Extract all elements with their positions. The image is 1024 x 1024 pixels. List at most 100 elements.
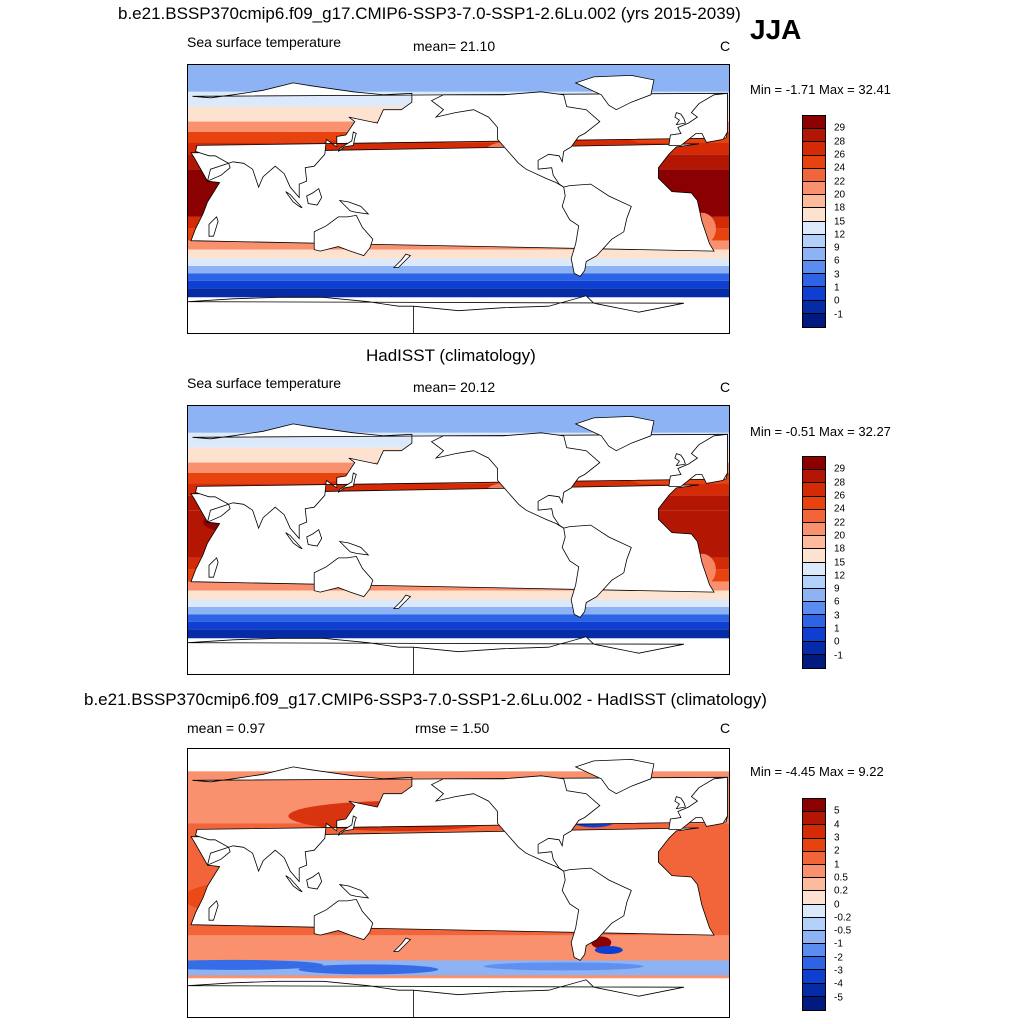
landmass-greenland <box>574 758 655 795</box>
colorbar-tick-label: 26 <box>834 149 846 161</box>
colorbar-tick-label: 22 <box>834 517 846 529</box>
colorbar-swatch <box>803 562 825 576</box>
landmass-eurasia <box>192 423 728 540</box>
landmass-europe_w <box>668 92 728 146</box>
colorbar-swatch <box>803 838 825 852</box>
landmass-antarctica <box>188 979 684 1017</box>
colorbar-swatch <box>803 891 825 905</box>
colorbar-swatch <box>803 522 825 537</box>
colorbar-tick-label: 18 <box>834 202 846 214</box>
colorbar-swatch <box>803 313 825 327</box>
landmass-eurasia <box>192 766 728 883</box>
colorbar-swatch <box>803 654 825 668</box>
landmass-newguinea <box>338 199 370 215</box>
colorbar-tick-label: 0 <box>834 295 840 307</box>
panel-3-colorbar <box>802 798 826 1011</box>
landmass-borneo <box>306 528 323 547</box>
colorbar-tick-label: 28 <box>834 477 846 489</box>
colorbar-swatch <box>803 470 825 484</box>
panel-1-colorbar <box>802 115 826 328</box>
landmass-australia <box>313 555 374 598</box>
colorbar-tick-label: 24 <box>834 503 846 515</box>
panel-3-map <box>187 748 730 1018</box>
landmass-samerica <box>561 524 632 618</box>
colorbar-tick-label: 9 <box>834 242 840 254</box>
landmass-australia <box>313 214 374 257</box>
colorbar-tick-label: -2 <box>834 952 843 964</box>
colorbar-swatch <box>803 483 825 497</box>
colorbar-tick-label: -1 <box>834 309 843 321</box>
colorbar-swatch <box>803 195 825 209</box>
colorbar-tick-label: 1 <box>834 859 840 871</box>
colorbar-swatch <box>803 957 825 971</box>
colorbar-tick-label: 15 <box>834 216 846 227</box>
landmass-europe_w <box>668 776 728 830</box>
colorbar-tick-label: 18 <box>834 543 846 555</box>
colorbar-swatch <box>803 116 825 130</box>
landmass-newguinea <box>338 883 370 899</box>
panel-1-minmax: Min = -1.71 Max = 32.41 <box>750 82 891 97</box>
colorbar-swatch <box>803 181 825 196</box>
colorbar-tick-label: 24 <box>834 162 846 174</box>
colorbar-swatch <box>803 944 825 958</box>
colorbar-tick-label: 1 <box>834 623 840 635</box>
colorbar-swatch <box>803 129 825 143</box>
colorbar-tick-label: -1 <box>834 650 843 662</box>
colorbar-tick-label: 20 <box>834 189 846 201</box>
landmass-eurasia <box>192 82 728 199</box>
colorbar-swatch <box>803 234 825 248</box>
landmass-namerica <box>430 91 601 188</box>
landmass-japan <box>337 815 357 836</box>
landmass-sumatra <box>285 191 303 209</box>
colorbar-swatch <box>803 851 825 865</box>
colorbar-swatch <box>803 208 825 222</box>
panel-2-map-canvas <box>188 406 729 674</box>
landmass-madagascar <box>208 216 219 237</box>
panel-1-map <box>187 64 730 334</box>
colorbar-swatch <box>803 917 825 931</box>
colorbar-tick-label: 1 <box>834 282 840 294</box>
colorbar-tick-label: 4 <box>834 819 840 831</box>
colorbar-swatch <box>803 549 825 563</box>
panel-1-mean-label: mean= 21.10 <box>413 38 496 54</box>
landmass-sumatra <box>285 875 303 893</box>
panel-2-map <box>187 405 730 675</box>
colorbar-swatch <box>803 496 825 510</box>
landmass-japan <box>337 131 357 152</box>
colorbar-tick-label: -5 <box>834 992 843 1004</box>
panel-2-units: C <box>720 379 731 395</box>
colorbar-swatch <box>803 457 825 471</box>
panel-2-colorbar <box>802 456 826 669</box>
colorbar-swatch <box>803 983 825 997</box>
panel-3-minmax: Min = -4.45 Max = 9.22 <box>750 764 884 779</box>
colorbar-tick-label: -0.2 <box>834 912 852 924</box>
colorbar-swatch <box>803 509 825 523</box>
colorbar-swatch <box>803 155 825 169</box>
landmass-samerica <box>561 867 632 961</box>
colorbar-tick-label: 5 <box>834 805 840 817</box>
colorbar-swatch <box>803 930 825 945</box>
colorbar-swatch <box>803 878 825 892</box>
colorbar-tick-label: 12 <box>834 229 846 241</box>
colorbar-swatch <box>803 287 825 301</box>
panel-1-units: C <box>720 38 731 54</box>
landmass-europe_w <box>668 433 728 487</box>
landmass-nz <box>392 594 412 609</box>
colorbar-swatch <box>803 799 825 813</box>
panel-1-variable-label: Sea surface temperature <box>187 34 342 50</box>
colorbar-swatch <box>803 970 825 984</box>
landmass-nz <box>392 253 412 268</box>
colorbar-swatch <box>803 575 825 589</box>
colorbar-swatch <box>803 825 825 839</box>
colorbar-tick-label: -4 <box>834 978 843 990</box>
panel-3-title: b.e21.BSSP370cmip6.f09_g17.CMIP6-SSP3-7.… <box>84 690 767 709</box>
colorbar-tick-label: 3 <box>834 269 840 281</box>
colorbar-swatch <box>803 274 825 288</box>
landmass-samerica <box>561 183 632 277</box>
colorbar-swatch <box>803 615 825 629</box>
colorbar-swatch <box>803 628 825 642</box>
colorbar-swatch <box>803 864 825 879</box>
colorbar-tick-label: 15 <box>834 557 846 568</box>
colorbar-tick-label: -3 <box>834 965 843 977</box>
colorbar-tick-label: 0.5 <box>834 872 848 884</box>
